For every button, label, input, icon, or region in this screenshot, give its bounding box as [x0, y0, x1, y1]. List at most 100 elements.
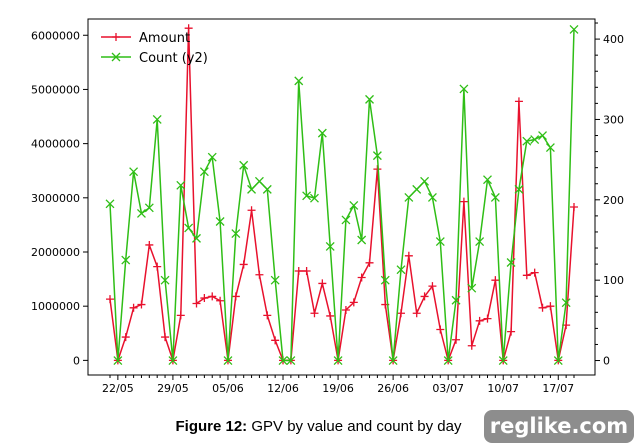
count-point: [451, 295, 461, 305]
x-tick-label: 22/05: [102, 382, 134, 395]
count-point: [262, 184, 272, 194]
amount-point: [200, 294, 209, 303]
count-point: [396, 265, 406, 275]
count-point: [152, 114, 162, 124]
y2-tick-label: 0: [603, 355, 610, 368]
amount-point: [357, 273, 366, 282]
amount-point: [310, 309, 319, 318]
count-point: [349, 200, 359, 210]
count-point: [404, 192, 414, 202]
count-point: [530, 135, 540, 145]
y-tick-label: 0: [73, 354, 80, 367]
y-axis: 0 1000000 2000000 3000000 4000000 5000000 6000…: [31, 29, 88, 367]
legend: Amount Count (y2): [101, 31, 208, 66]
count-point: [420, 176, 430, 186]
count-point: [427, 192, 437, 202]
amount-point: [184, 24, 193, 33]
y-tick-label: 2000000: [31, 246, 80, 259]
amount-point: [129, 303, 138, 312]
amount-point: [271, 336, 280, 345]
amount-point: [570, 203, 578, 212]
count-point: [459, 84, 469, 94]
amount-point: [247, 206, 256, 215]
count-point: [302, 191, 312, 201]
legend-count-label: Count (y2): [139, 51, 208, 66]
amount-point: [507, 327, 516, 336]
y2-tick-label: 300: [603, 113, 624, 126]
amount-point: [231, 292, 240, 301]
amount-point: [475, 316, 484, 325]
y-tick-label: 4000000: [31, 138, 80, 151]
amount-point: [404, 251, 413, 260]
count-point: [113, 356, 123, 365]
y2-tick-label: 200: [603, 194, 624, 207]
count-point: [341, 215, 351, 225]
amount-point: [294, 266, 303, 275]
x-axis: 22/05 29/05 05/06 12/06 19/06 26/06 03/07 10/07…: [102, 375, 575, 395]
count-point: [231, 229, 241, 239]
legend-amount-label: Amount: [139, 31, 190, 46]
amount-point: [412, 309, 421, 318]
gpv-chart: 0 1000000 2000000 3000000 4000000 5000000 6000…: [31, 18, 624, 395]
amount-point: [121, 333, 130, 342]
amount-point: [216, 296, 225, 305]
amount-point: [239, 260, 248, 269]
amount-point: [192, 299, 201, 308]
count-series: [105, 24, 579, 365]
amount-point: [341, 305, 350, 314]
count-point: [144, 203, 154, 213]
count-point: [498, 356, 508, 365]
count-point: [372, 151, 382, 161]
amount-point: [255, 270, 264, 279]
count-point: [569, 24, 579, 34]
figure-caption: Figure 12: GPV by value and count by day: [0, 418, 637, 435]
amount-line: [109, 27, 575, 362]
amount-point: [436, 325, 445, 334]
count-point: [522, 136, 532, 146]
amount-point: [349, 298, 358, 307]
count-point: [365, 94, 374, 104]
watermark-logo: reglike.com: [484, 410, 634, 443]
count-point: [199, 167, 209, 177]
count-point: [168, 356, 178, 365]
x-tick-label: 17/07: [542, 382, 574, 395]
amount-point: [153, 262, 162, 271]
count-point: [278, 356, 288, 365]
figure-caption-text: GPV by value and count by day: [251, 418, 462, 435]
amount-point: [483, 314, 492, 323]
count-point: [467, 283, 477, 293]
figure-caption-label: Figure 12:: [175, 418, 248, 435]
x-tick-label: 05/06: [212, 382, 244, 395]
amount-point: [326, 311, 335, 320]
count-point: [270, 275, 280, 285]
amount-point: [467, 341, 476, 350]
amount-point: [106, 295, 114, 304]
y-tick-label: 1000000: [31, 300, 80, 313]
count-point: [545, 143, 555, 153]
count-point: [514, 184, 524, 194]
x-tick-label: 19/06: [322, 382, 354, 395]
amount-point: [538, 303, 547, 312]
amount-point: [176, 311, 185, 320]
x-tick-label: 10/07: [487, 382, 519, 395]
count-point: [388, 356, 398, 365]
amount-point: [420, 292, 429, 301]
plot-frame: [87, 18, 596, 376]
count-point: [506, 258, 516, 267]
amount-point: [452, 335, 461, 344]
count-point: [136, 209, 146, 218]
count-point: [553, 356, 563, 365]
legend-count-marker: [111, 52, 121, 62]
amount-point: [522, 271, 531, 280]
x-tick-label: 26/06: [377, 382, 409, 395]
count-point: [192, 233, 201, 243]
count-point: [207, 152, 217, 162]
count-point: [380, 275, 390, 285]
count-point: [215, 217, 225, 226]
y2-axis: 0 100 200 300 400: [595, 22, 624, 368]
count-line: [109, 29, 575, 362]
y-tick-label: 6000000: [31, 29, 80, 42]
count-point: [475, 237, 485, 247]
y2-tick-label: 100: [603, 274, 624, 287]
count-point: [435, 237, 445, 247]
